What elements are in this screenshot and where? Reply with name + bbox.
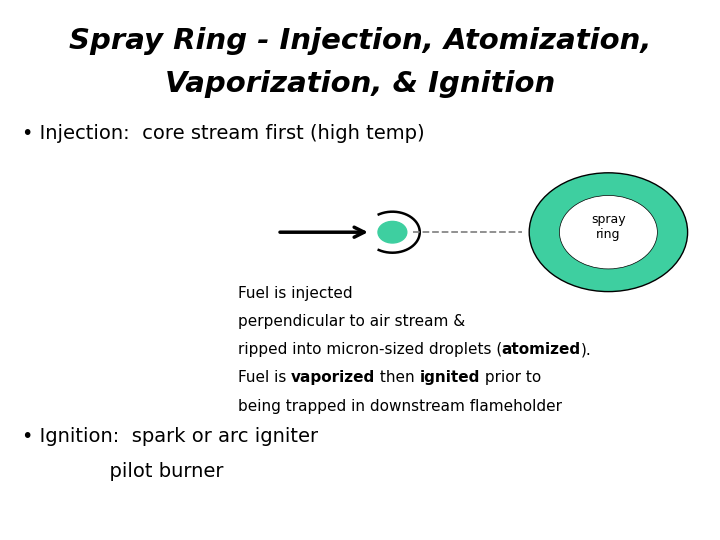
Text: then: then bbox=[375, 370, 420, 386]
Text: perpendicular to air stream &: perpendicular to air stream & bbox=[238, 314, 465, 329]
Text: Fuel is injected: Fuel is injected bbox=[238, 286, 352, 301]
Text: • Ignition:  spark or arc igniter: • Ignition: spark or arc igniter bbox=[22, 427, 318, 446]
Circle shape bbox=[529, 173, 688, 292]
Text: prior to: prior to bbox=[480, 370, 541, 386]
Text: ripped into micron-sized droplets (: ripped into micron-sized droplets ( bbox=[238, 342, 502, 357]
Text: vaporized: vaporized bbox=[291, 370, 375, 386]
Text: Vaporization, & Ignition: Vaporization, & Ignition bbox=[165, 70, 555, 98]
Text: Fuel is: Fuel is bbox=[238, 370, 291, 386]
Circle shape bbox=[559, 195, 657, 269]
Text: Spray Ring - Injection, Atomization,: Spray Ring - Injection, Atomization, bbox=[68, 27, 652, 55]
Circle shape bbox=[378, 221, 407, 243]
Text: • Injection:  core stream first (high temp): • Injection: core stream first (high tem… bbox=[22, 124, 424, 143]
Text: spray
ring: spray ring bbox=[591, 213, 626, 241]
Text: ignited: ignited bbox=[420, 370, 480, 386]
Text: being trapped in downstream flameholder: being trapped in downstream flameholder bbox=[238, 399, 562, 414]
Text: atomized: atomized bbox=[502, 342, 581, 357]
Text: pilot burner: pilot burner bbox=[22, 462, 223, 481]
Text: ).: ). bbox=[581, 342, 592, 357]
